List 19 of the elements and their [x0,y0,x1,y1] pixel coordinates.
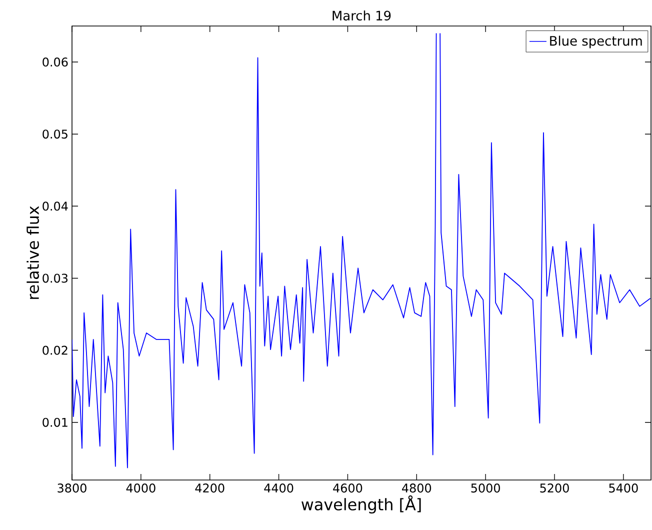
x-tick-label: 4000 [126,484,156,493]
chart-title: March 19 [332,10,391,21]
legend-label: Blue spectrum [550,36,642,48]
x-tick-label: 4200 [195,484,224,493]
x-tick-label: 4800 [402,484,432,493]
y-axis-title: relative flux [26,206,40,299]
x-tick-label: 4400 [264,484,294,493]
y-tick-label: 0.05 [42,130,68,139]
y-tick-label: 0.03 [42,274,68,283]
x-tick-label: 3800 [58,484,86,493]
x-tick-label: 4600 [333,484,362,493]
x-axis-title: wavelength [Å] [302,495,421,514]
y-tick-label: 0.04 [42,202,68,211]
x-tick-label: 5000 [471,484,500,493]
y-tick-label: 0.06 [42,58,68,67]
y-tick-label: 0.02 [42,346,68,355]
y-tick-label: 0.01 [42,418,68,427]
x-tick-label: 5400 [609,484,638,493]
x-tick-label: 5200 [540,484,569,493]
